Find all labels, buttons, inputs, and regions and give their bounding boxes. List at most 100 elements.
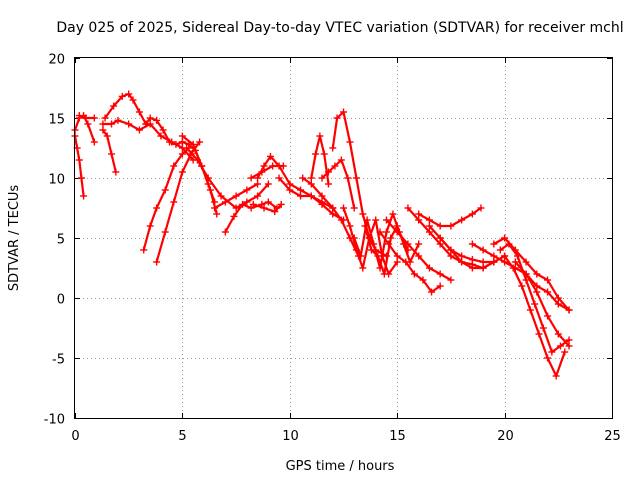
data-point bbox=[129, 96, 137, 104]
data-point bbox=[513, 252, 521, 260]
data-point bbox=[468, 240, 476, 248]
data-point bbox=[170, 162, 178, 170]
data-point bbox=[346, 222, 354, 230]
data-point bbox=[75, 156, 83, 164]
y-tick-label: -5 bbox=[52, 353, 65, 368]
data-point bbox=[213, 210, 221, 218]
data-point bbox=[254, 174, 262, 182]
data-point bbox=[99, 126, 107, 134]
y-tick-label: 5 bbox=[57, 233, 65, 248]
data-point bbox=[271, 208, 279, 216]
data-point bbox=[518, 282, 526, 290]
data-point bbox=[436, 222, 444, 230]
data-point bbox=[254, 192, 262, 200]
data-point bbox=[350, 234, 358, 242]
data-point bbox=[318, 174, 326, 182]
data-point bbox=[337, 156, 345, 164]
data-point bbox=[329, 210, 337, 218]
series-sat-p bbox=[254, 152, 337, 212]
data-point bbox=[80, 192, 88, 200]
data-point bbox=[565, 342, 573, 350]
data-point bbox=[324, 180, 332, 188]
data-point bbox=[146, 222, 154, 230]
series-sat-ai bbox=[501, 252, 569, 380]
grid-lines bbox=[75, 58, 612, 418]
data-point bbox=[393, 222, 401, 230]
data-point bbox=[112, 168, 120, 176]
data-point bbox=[125, 120, 133, 128]
data-point bbox=[535, 330, 543, 338]
y-tick-label: 10 bbox=[48, 173, 65, 188]
data-point bbox=[279, 162, 287, 170]
data-point bbox=[90, 138, 98, 146]
data-point bbox=[275, 174, 283, 182]
y-tick-labels: -10 -5 0 5 10 15 20 bbox=[44, 53, 65, 428]
data-point bbox=[153, 116, 161, 124]
series-sat-ah bbox=[496, 240, 573, 356]
data-point bbox=[556, 342, 564, 350]
data-point bbox=[468, 210, 476, 218]
data-point bbox=[340, 204, 347, 212]
data-point bbox=[415, 240, 423, 248]
data-point bbox=[419, 276, 427, 284]
data-point bbox=[101, 114, 109, 122]
data-point bbox=[554, 300, 562, 308]
data-point bbox=[533, 270, 541, 278]
data-point bbox=[522, 270, 530, 278]
data-point bbox=[82, 114, 90, 122]
data-point bbox=[340, 108, 347, 116]
data-point bbox=[247, 204, 255, 212]
data-point bbox=[189, 140, 197, 148]
data-point bbox=[458, 252, 466, 260]
data-point bbox=[544, 354, 552, 362]
data-point bbox=[140, 246, 148, 254]
data-point bbox=[344, 174, 352, 182]
data-point bbox=[367, 246, 375, 254]
chart-title: Day 025 of 2025, Sidereal Day-to-day VTE… bbox=[56, 20, 623, 36]
data-point bbox=[178, 132, 186, 140]
data-point bbox=[318, 192, 326, 200]
data-point bbox=[458, 216, 466, 224]
series-sat-d bbox=[99, 126, 120, 176]
data-point bbox=[425, 222, 433, 230]
data-point bbox=[554, 294, 562, 302]
data-point bbox=[146, 114, 154, 122]
data-point bbox=[479, 258, 487, 266]
x-tick-labels: 0 5 10 15 20 25 bbox=[71, 429, 620, 444]
data-point bbox=[415, 252, 423, 260]
data-point bbox=[297, 186, 305, 194]
data-point bbox=[359, 264, 367, 272]
data-point bbox=[264, 180, 272, 188]
series-line bbox=[320, 158, 356, 210]
data-point bbox=[329, 144, 337, 152]
data-point bbox=[544, 288, 552, 296]
data-point bbox=[389, 210, 397, 218]
data-point bbox=[436, 240, 444, 248]
data-point bbox=[447, 246, 455, 254]
data-point bbox=[243, 198, 251, 206]
data-point bbox=[511, 258, 519, 266]
data-point bbox=[425, 264, 433, 272]
series-line bbox=[378, 230, 442, 294]
series-line bbox=[252, 203, 283, 213]
series-sat-ae bbox=[436, 234, 498, 272]
data-point bbox=[232, 204, 240, 212]
data-point bbox=[161, 228, 169, 236]
data-point bbox=[318, 200, 326, 208]
data-point bbox=[410, 270, 418, 278]
data-point bbox=[402, 258, 410, 266]
data-point bbox=[436, 234, 444, 242]
data-point bbox=[425, 228, 433, 236]
data-point bbox=[548, 348, 556, 356]
data-point bbox=[329, 204, 337, 212]
data-point bbox=[166, 138, 174, 146]
data-point bbox=[393, 228, 401, 236]
data-point bbox=[249, 200, 257, 208]
data-point bbox=[204, 174, 212, 182]
data-point bbox=[505, 240, 513, 248]
data-point bbox=[77, 174, 85, 182]
data-point bbox=[307, 174, 315, 182]
series-sat-t bbox=[299, 174, 363, 260]
series-sat-r bbox=[275, 174, 347, 224]
series-sat-n bbox=[221, 198, 281, 236]
